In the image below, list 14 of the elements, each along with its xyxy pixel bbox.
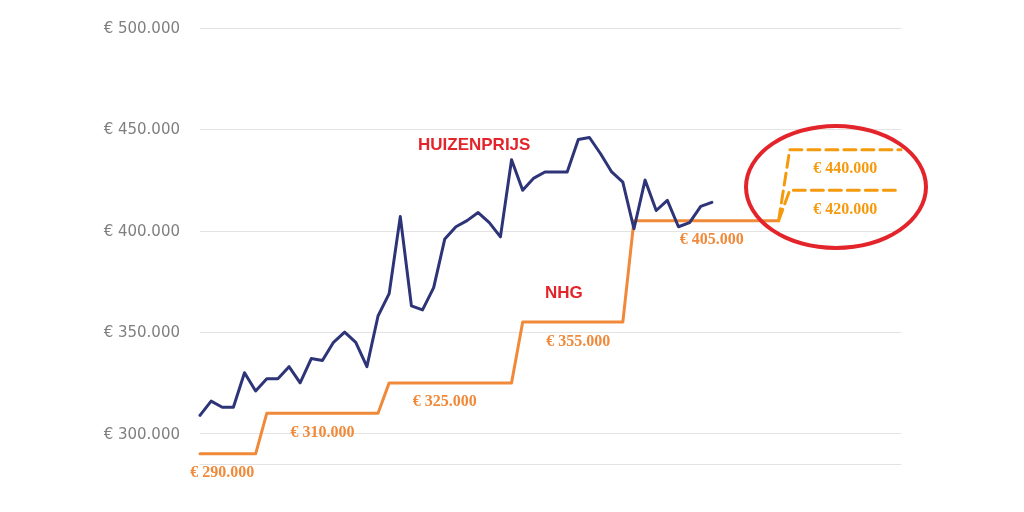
y-tick-label: € 400.000 [103, 221, 180, 240]
y-tick-label: € 500.000 [103, 19, 180, 37]
data-label: € 325.000 [412, 392, 477, 410]
data-label: € 290.000 [190, 463, 255, 481]
y-tick-label: € 350.000 [103, 323, 180, 342]
data-label: € 420.000 [813, 199, 878, 217]
data-label: € 355.000 [546, 331, 611, 349]
data-label: € 310.000 [290, 422, 355, 440]
data-label: € 405.000 [679, 230, 744, 248]
data-label: € 440.000 [813, 159, 878, 177]
y-tick-label: € 450.000 [103, 120, 180, 139]
y-tick-label: € 300.000 [103, 424, 180, 443]
series-label: NHG [545, 283, 583, 302]
series-label: HUIZENPRIJS [418, 135, 531, 154]
